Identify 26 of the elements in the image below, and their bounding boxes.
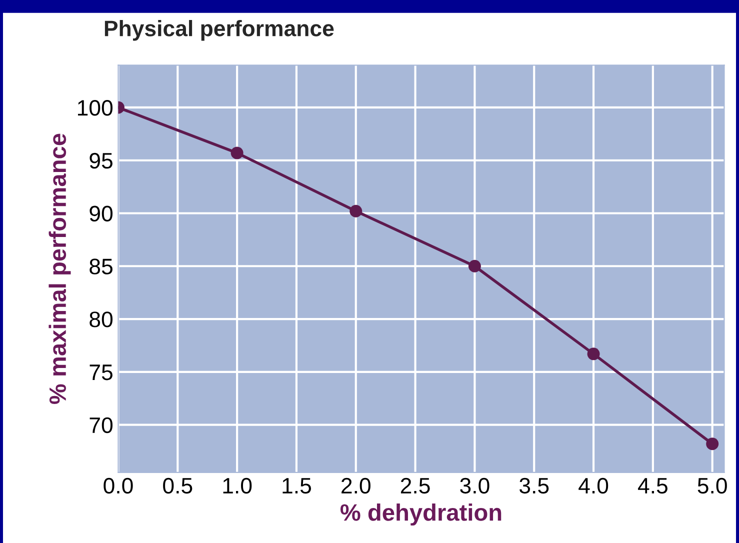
x-tick-label: 3.5 [520, 478, 549, 494]
x-axis-title: % dehydration [340, 504, 502, 526]
x-tick-label: 0.0 [104, 478, 133, 494]
point [230, 146, 244, 160]
x-tick-label: 4.5 [638, 478, 668, 494]
x-tick-label: 2.5 [400, 478, 430, 494]
y-axis-title: % maximal performance [48, 134, 71, 404]
y-tick-label: 75 [90, 364, 112, 380]
point [350, 204, 362, 218]
y-tick-label: 85 [90, 258, 112, 274]
x-tick-label: 4.0 [578, 478, 608, 494]
x-tick-label: 3.0 [460, 478, 490, 494]
x-tick-label: 1.5 [282, 478, 311, 494]
y-tick-label: 90 [90, 206, 113, 222]
x-tick-label: 1.0 [223, 478, 252, 494]
x-tick-label: 0.5 [163, 478, 192, 494]
point [587, 348, 600, 360]
x-tick-label: 2.0 [342, 478, 370, 494]
chart-title: Physical performance [104, 20, 334, 41]
y-tick-label: 100 [78, 100, 113, 116]
y-tick-label: 95 [90, 152, 112, 169]
y-tick-label: 80 [90, 312, 113, 328]
y-tick-label: 70 [90, 417, 113, 434]
point [468, 260, 481, 272]
x-tick-label: 5.0 [698, 478, 727, 494]
point [706, 438, 719, 450]
